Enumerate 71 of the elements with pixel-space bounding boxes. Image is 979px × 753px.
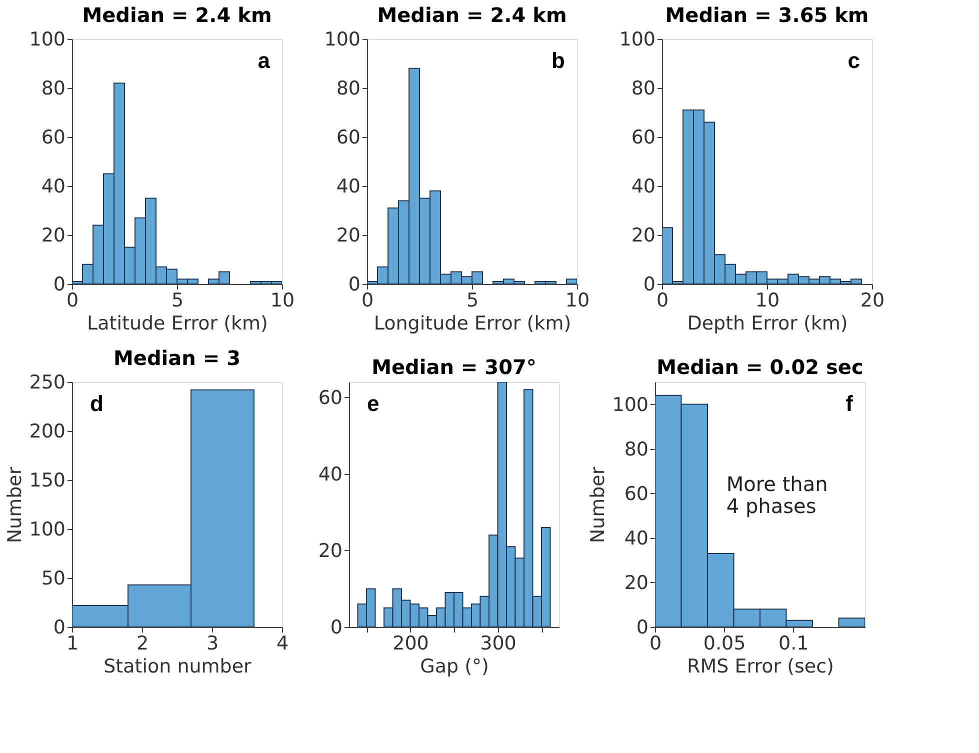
y-tick-label: 40 xyxy=(624,527,648,550)
y-tick-label: 80 xyxy=(41,78,66,100)
x-tick-label: 200 xyxy=(392,632,429,654)
x-tick-label: 5 xyxy=(171,290,184,312)
y-tick-label: 80 xyxy=(624,438,648,460)
x-tick-label: 2 xyxy=(136,632,149,654)
x-tick-label: 4 xyxy=(276,632,289,654)
annotation: a xyxy=(258,48,271,73)
y-tick-label: 100 xyxy=(29,28,66,50)
annotation: More than 4 phases xyxy=(726,472,828,518)
y-tick-label: 60 xyxy=(631,126,656,148)
y-tick-label: 150 xyxy=(29,470,66,492)
y-tick-label: 60 xyxy=(336,126,360,148)
y-tick-label: 0 xyxy=(643,274,656,296)
y-tick-label: 0 xyxy=(53,616,66,638)
y-tick-label: 60 xyxy=(624,482,648,505)
y-axis-title: Number xyxy=(587,466,610,544)
y-tick-label: 40 xyxy=(336,176,360,198)
y-tick-label: 100 xyxy=(324,28,360,50)
y-tick-label: 0 xyxy=(348,274,360,296)
annotation: e xyxy=(367,391,380,416)
y-tick-label: 60 xyxy=(318,386,342,409)
y-tick-label: 100 xyxy=(29,518,66,540)
y-tick-label: 100 xyxy=(619,28,656,50)
x-tick-label: 0 xyxy=(656,290,669,312)
y-tick-label: 80 xyxy=(336,78,360,100)
x-tick-label: 0.1 xyxy=(778,632,809,654)
x-axis-title: Longitude Error (km) xyxy=(374,312,572,334)
annotation: f xyxy=(846,391,854,416)
y-tick-label: 20 xyxy=(318,540,342,562)
y-tick-label: 20 xyxy=(631,224,656,246)
y-tick-label: 20 xyxy=(624,572,648,594)
x-tick-label: 20 xyxy=(860,290,885,312)
y-tick-label: 40 xyxy=(41,176,66,198)
annotation: c xyxy=(848,48,860,73)
chart-title: Median = 2.4 km xyxy=(82,3,272,27)
y-tick-label: 50 xyxy=(41,568,66,590)
x-axis-title: Depth Error (km) xyxy=(687,312,848,334)
x-axis-title: Latitude Error (km) xyxy=(87,312,268,334)
x-tick-label: 0 xyxy=(361,290,374,312)
x-axis-title: RMS Error (sec) xyxy=(687,656,834,678)
y-tick-label: 40 xyxy=(318,463,342,486)
y-tick-label: 100 xyxy=(612,394,648,416)
y-tick-label: 20 xyxy=(41,224,66,246)
y-tick-label: 60 xyxy=(41,126,66,148)
y-tick-label: 40 xyxy=(631,176,656,198)
y-tick-label: 0 xyxy=(53,274,66,296)
chart-title: Median = 307° xyxy=(372,355,536,379)
y-tick-label: 20 xyxy=(336,224,360,246)
chart-title: Median = 3 xyxy=(114,346,240,370)
chart-title: Median = 2.4 km xyxy=(377,3,567,27)
y-axis-title: Number xyxy=(4,466,26,544)
x-axis-title: Station number xyxy=(104,656,252,678)
chart-title: Median = 3.65 km xyxy=(665,3,869,27)
x-tick-label: 0.05 xyxy=(703,632,746,654)
x-tick-label: 3 xyxy=(206,632,219,654)
x-tick-label: 10 xyxy=(565,290,590,312)
y-tick-label: 0 xyxy=(636,616,648,638)
x-tick-label: 10 xyxy=(270,290,295,312)
x-tick-label: 1 xyxy=(66,632,79,654)
annotation: d xyxy=(90,391,104,416)
y-tick-label: 80 xyxy=(631,78,656,100)
x-tick-label: 10 xyxy=(755,290,780,312)
y-tick-label: 0 xyxy=(330,616,342,638)
y-tick-label: 250 xyxy=(29,372,66,394)
chart-title: Median = 0.02 sec xyxy=(656,355,864,379)
annotation: b xyxy=(552,48,565,73)
x-tick-label: 5 xyxy=(466,290,479,312)
y-tick-label: 200 xyxy=(29,420,66,442)
x-tick-label: 300 xyxy=(480,632,516,654)
x-axis-title: Gap (°) xyxy=(420,656,489,678)
